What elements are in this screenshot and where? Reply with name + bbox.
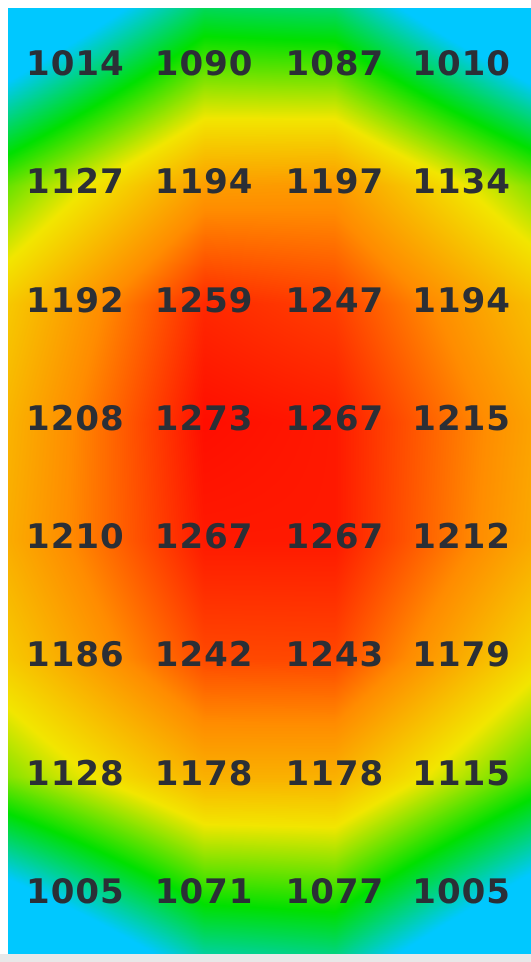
cell-value-r8-c1: 1005 [26, 871, 125, 912]
cell-value-r1-c3: 1087 [285, 44, 385, 85]
cell-value-r5-c4: 1212 [412, 517, 511, 558]
cell-value-r7-c1: 1128 [26, 753, 125, 794]
cell-value-r6-c3: 1243 [285, 635, 385, 676]
cell-value-r7-c3: 1178 [285, 753, 385, 794]
value-labels: 1014 1090 1087 1010 1127 1194 1197 1134 1192 1259… [8, 8, 531, 954]
cell-value-r6-c1: 1186 [26, 635, 125, 676]
cell-value-r4-c2: 1273 [154, 398, 254, 439]
cell-value-r5-c3: 1267 [285, 517, 385, 558]
cell-value-r4-c3: 1267 [285, 398, 385, 439]
cell-value-r3-c1: 1192 [26, 280, 125, 321]
cell-value-r8-c3: 1077 [285, 871, 385, 912]
heatmap-surface [8, 8, 531, 954]
cell-value-r8-c4: 1005 [412, 871, 511, 912]
cell-value-r2-c4: 1134 [412, 162, 511, 203]
cell-value-r3-c3: 1247 [285, 280, 385, 321]
cell-value-r1-c4: 1010 [412, 44, 511, 85]
cell-value-r5-c1: 1210 [26, 517, 125, 558]
cell-value-r3-c4: 1194 [412, 280, 511, 321]
cell-value-r6-c4: 1179 [412, 635, 511, 676]
cell-value-r6-c2: 1242 [154, 635, 254, 676]
cell-value-r7-c4: 1115 [412, 753, 511, 794]
cell-value-r1-c2: 1090 [154, 44, 254, 85]
cell-value-r4-c4: 1215 [412, 398, 511, 439]
cell-value-r2-c1: 1127 [26, 162, 125, 203]
cell-value-r3-c2: 1259 [154, 280, 254, 321]
bottom-edge [0, 954, 531, 962]
cell-value-r2-c3: 1197 [285, 162, 385, 203]
cell-value-r8-c2: 1071 [154, 871, 254, 912]
cell-value-r4-c1: 1208 [26, 398, 125, 439]
cell-value-r1-c1: 1014 [26, 44, 125, 85]
cell-value-r5-c2: 1267 [154, 517, 254, 558]
cell-value-r7-c2: 1178 [154, 753, 254, 794]
cell-value-r2-c2: 1194 [154, 162, 254, 203]
